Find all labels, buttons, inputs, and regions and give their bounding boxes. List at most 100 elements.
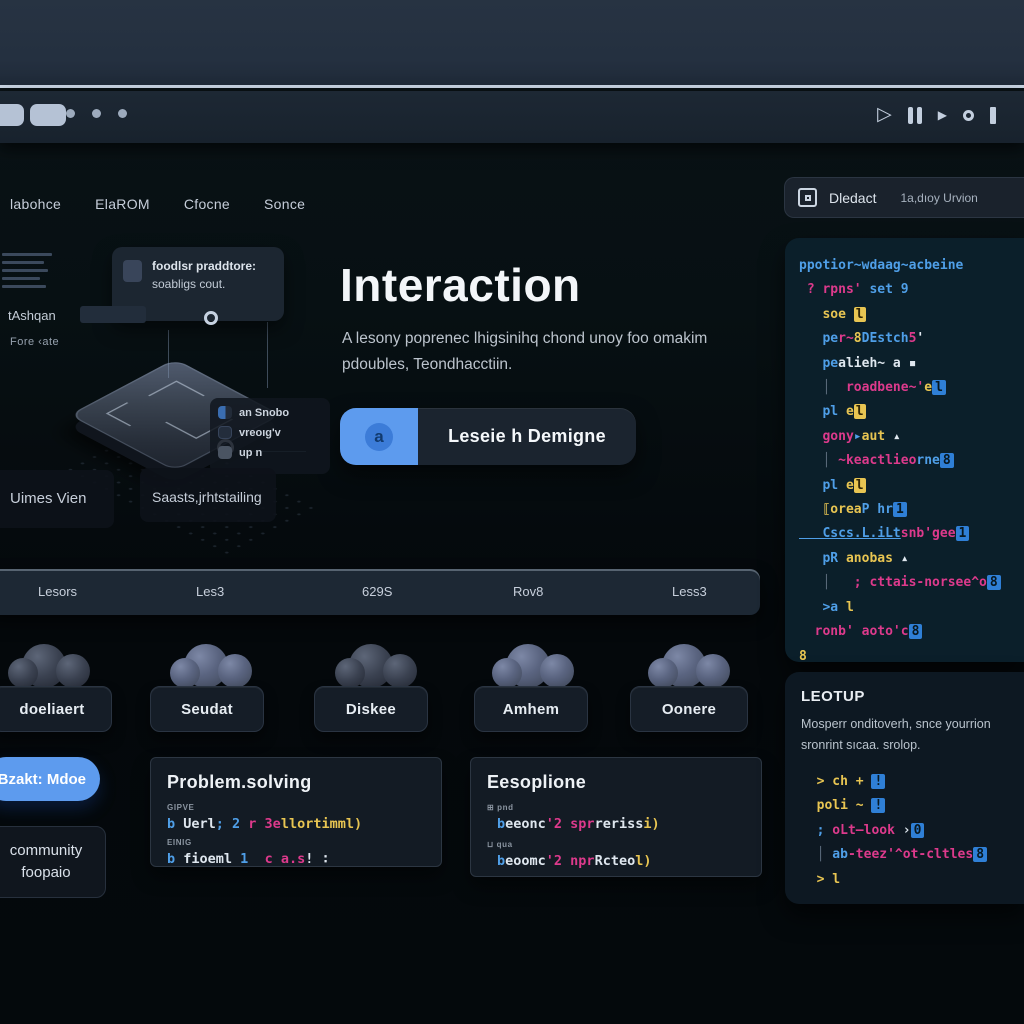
card-doeliaert[interactable]: doeliaert [0,686,112,732]
community-card[interactable]: community foopaio [0,826,106,898]
tooltip-line-1: foodlsr praddtore: [152,259,256,273]
card-diskee[interactable]: Diskee [314,686,428,732]
detect-badge-bar[interactable]: Dledact 1a,dıoy Urvion [784,177,1024,218]
browser-toolbar [0,91,1024,143]
badge-sublabel: 1a,dıoy Urvion [900,190,978,205]
leotup-description: Mosperr onditoverh, snce yourrion sronri… [801,717,991,752]
examples-card[interactable]: Eesoplione ⊞ pnd beeonc'2 sprrerissi) ⊔ … [470,757,762,877]
cta-icon-area: a [340,408,418,465]
code-line: │ roadbene~'e l [799,376,1024,400]
label-fore: Fore ‹ate [10,336,60,348]
search-icon: a [365,422,393,451]
problem-solving-card[interactable]: Problem.solving GIPVE b Uerl; 2 r 3ellor… [150,757,442,867]
legend-item: an Snobo [218,406,289,419]
code-line: pealieh~ a ▪ [799,355,917,371]
primary-cta-button[interactable]: a Leseie h Demigne [340,408,636,465]
card-oonere[interactable]: Oonere [630,686,748,732]
code-tag: GIPVE [167,803,195,812]
code-line: ronb' aoto'c 8 [799,620,1024,644]
title-band [0,0,1024,88]
stat-629s[interactable]: 629S [362,584,393,599]
leotup-title: LEOTUP [801,688,865,705]
tooltip-line-2: soabligs cout. [152,277,226,291]
window-pill-button-1[interactable] [0,104,24,126]
code-line: │ ab-teez'^ot-cltles 8 [801,843,1024,867]
nav-item-sonce[interactable]: Sonce [264,196,306,212]
stat-less3[interactable]: Less3 [672,584,707,599]
code-line: │ ~keactlieorne 8 [799,449,1024,473]
code-line: │ ; cttais-norsee^o 8 [799,571,1024,595]
code-line: b Uerl; 2 r 3ellortimml) [167,816,363,832]
caption-uimes: Uimes Vien [10,490,87,507]
card-amhem[interactable]: Amhem [474,686,588,732]
code-line: > ch + ! [801,770,1024,794]
code-line: beoomc'2 nprRcteol) [497,853,652,869]
ring-marker-1 [204,311,218,325]
cloud-icon [170,640,256,690]
tashqan-bar [80,306,146,323]
chip-icon [218,426,232,439]
leotup-panel[interactable]: LEOTUP Mosperr onditoverh, snce yourrion… [785,672,1024,904]
connector-line-2 [168,330,169,378]
card-seudat[interactable]: Seudat [150,686,264,732]
legend-item: vreoıg'v [218,426,289,439]
tooltip-square-icon [123,260,142,282]
square-icon [798,188,817,207]
code-line: per~8DEstch5' [799,331,925,347]
community-line-1: community [9,842,83,859]
record-icon[interactable] [963,109,974,121]
cloud-icon [648,640,734,690]
badge-label: Dledact [829,189,877,206]
page-subtitle: A lesony poprenec lhigsinihq chond unoy … [342,326,707,378]
stats-bar: Lesors Les3 629S Rov8 Less3 [0,569,760,615]
code-line: >a l [799,599,854,615]
legend-item: up n [218,446,289,459]
problem-card-title: Problem.solving [167,772,312,792]
stat-rov8[interactable]: Rov8 [513,584,544,599]
nav-item-labohce[interactable]: labohce [10,196,62,212]
main-nav: labohce ElaROM Cfocne Sonce [10,196,305,212]
code-line: beeonc'2 sprrerissi) [497,816,660,832]
play-icon[interactable]: ▷ [877,104,892,125]
stat-les3[interactable]: Les3 [196,584,225,599]
code-tag: EINIG [167,838,192,847]
code-line: pR anobas ▴ [799,550,909,566]
cloud-icon [335,640,421,690]
globe-icon [218,406,232,419]
cloud-icon [492,640,578,690]
code-line: > l [801,871,841,887]
code-line: ? rpns' set 9 [799,282,909,298]
nav-item-elarom[interactable]: ElaROM [95,196,150,212]
code-line: ; oLt—look › 0 [801,819,1024,843]
code-line: 8 [799,648,807,664]
subtitle-line-2: pdoubles, Teondhacctiin. [342,356,513,373]
cta-label: Leseie h Demigne [448,426,606,446]
subtitle-line-1: A lesony poprenec lhigsinihq chond unoy … [342,330,708,347]
stop-icon[interactable] [990,106,996,124]
code-line: gony▸aut ▴ [799,428,901,444]
caption-saasts: Saasts,jrhtstailing [152,489,262,505]
chip-legend: an Snobo vreoıg'v up n [218,406,289,459]
caption-panel-right [140,468,276,522]
connector-line-1 [267,322,268,388]
code-line: soe l [799,306,866,322]
pill-icon [218,446,232,459]
window-dots-menu[interactable] [66,109,127,118]
window-pill-button-2[interactable] [30,104,66,126]
caption-panel-left [0,470,114,528]
pause-icon[interactable] [907,106,922,124]
cloud-icon [8,640,94,690]
code-line: ppotior~wdaag~acbeine [799,258,964,273]
code-tag: ⊔ qua [487,840,513,849]
nav-item-cfocne[interactable]: Cfocne [183,196,231,212]
mode-button-label: Bzakt: Mdoe [0,770,86,788]
label-tashqan: tAshqan [8,308,56,323]
play-small-icon[interactable]: ▶ [937,108,947,122]
code-line: b fioeml 1 c a.s! ∶ [167,851,330,867]
mode-button[interactable]: Bzakt: Mdoe [0,757,100,801]
code-editor-panel[interactable]: ppotior~wdaag~acbeine ? rpns' set 9 soe … [785,238,1024,664]
stat-lesors[interactable]: Lesors [38,584,78,599]
